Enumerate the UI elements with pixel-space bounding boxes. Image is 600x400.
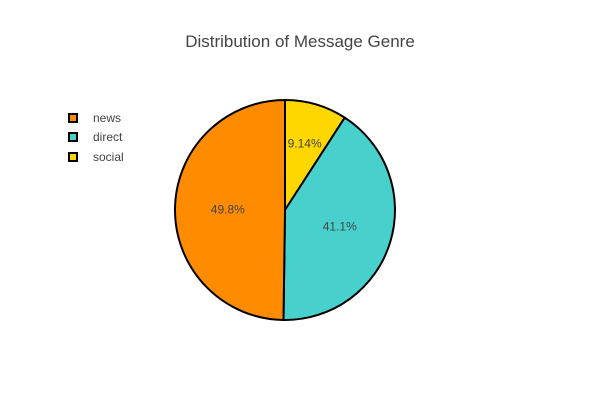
legend-label-news: news — [93, 110, 122, 125]
chart-title: Distribution of Message Genre — [185, 32, 415, 51]
legend-swatch-direct — [68, 132, 78, 143]
pie-slice-labels: 9.14% 41.1% 49.8% — [211, 137, 357, 234]
slice-label-news: 49.8% — [211, 203, 245, 217]
slice-label-social: 9.14% — [288, 137, 322, 151]
legend-item-direct[interactable]: direct — [66, 128, 124, 148]
legend: news direct social — [66, 108, 124, 167]
legend-label-social: social — [93, 149, 124, 164]
pie-slice-news[interactable] — [173, 99, 286, 321]
legend-item-news[interactable]: news — [66, 108, 124, 128]
pie-slices — [173, 99, 396, 321]
legend-item-social[interactable]: social — [66, 147, 124, 167]
legend-swatch-news — [68, 112, 78, 123]
legend-label-direct: direct — [93, 130, 123, 145]
pie-slice-direct[interactable] — [282, 116, 396, 321]
legend-swatch-social — [68, 151, 78, 162]
slice-label-direct: 41.1% — [323, 220, 357, 234]
